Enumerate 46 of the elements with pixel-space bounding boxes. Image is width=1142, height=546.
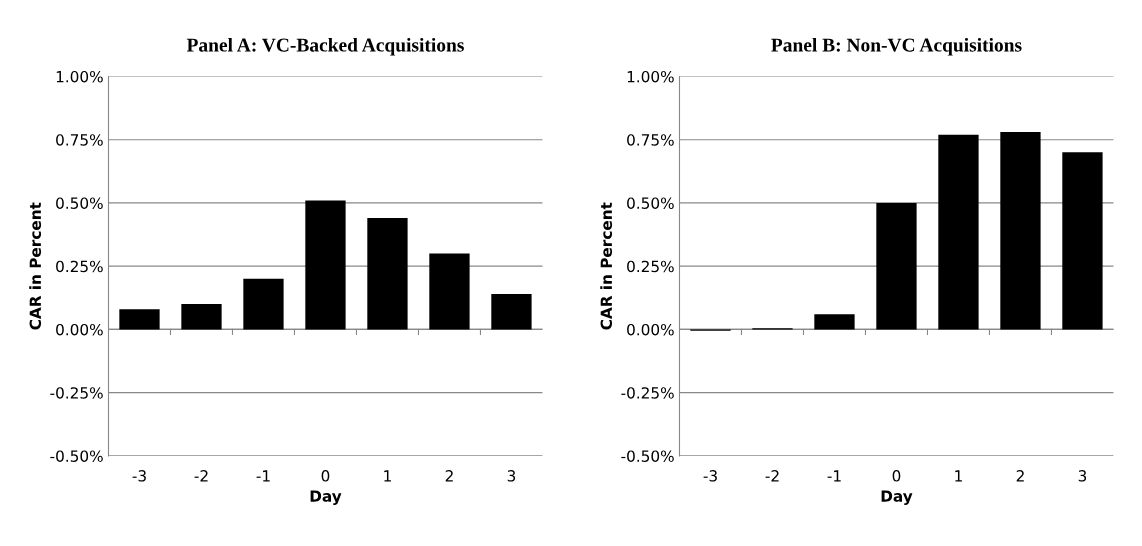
bar <box>491 294 532 330</box>
x-tick-label: 1 <box>384 470 391 482</box>
bar <box>119 309 160 330</box>
y-tick-label: 0.25% <box>56 260 103 273</box>
x-axis-title: Day <box>310 490 342 505</box>
bar <box>938 134 979 330</box>
y-axis-title: CAR in Percent <box>600 202 613 330</box>
x-tick-label: 2 <box>1016 470 1024 482</box>
bar <box>367 218 408 330</box>
y-axis-title: CAR in Percent <box>29 202 42 330</box>
x-tick-label: -3 <box>703 470 717 482</box>
x-tick-label: -2 <box>765 470 779 482</box>
y-tick-label: 1.00% <box>627 70 674 83</box>
bar <box>429 253 470 330</box>
y-tick-label: 0.50% <box>627 197 674 209</box>
y-tick-label: 0.75% <box>56 134 103 146</box>
x-tick-label: -1 <box>256 470 270 482</box>
bar <box>876 202 917 330</box>
y-tick-label: -0.25% <box>621 387 674 399</box>
x-tick-label: -1 <box>827 470 841 482</box>
chart-title: Panel A: VC-Backed Acquisitions <box>186 37 464 56</box>
chart-title: Panel B: Non-VC Acquisitions <box>771 37 1022 56</box>
x-tick-label: 1 <box>955 470 962 482</box>
y-tick-label: 0.25% <box>627 260 674 273</box>
x-axis-title: Day <box>881 490 913 505</box>
x-tick-label: 3 <box>507 470 516 482</box>
bar <box>1000 132 1041 330</box>
bar <box>814 314 855 330</box>
bar <box>181 304 222 330</box>
x-tick-label: -2 <box>194 470 208 482</box>
y-tick-label: 0.50% <box>56 197 103 209</box>
y-tick-label: -0.50% <box>50 450 103 462</box>
y-tick-label: 0.00% <box>627 323 674 336</box>
bar <box>305 200 346 330</box>
bar <box>1062 152 1103 330</box>
y-tick-label: 0.00% <box>56 323 103 336</box>
x-tick-label: 2 <box>445 470 453 482</box>
x-tick-label: -3 <box>132 470 146 482</box>
x-tick-label: 0 <box>892 470 901 482</box>
x-tick-label: 3 <box>1078 470 1087 482</box>
y-tick-label: -0.50% <box>621 450 674 462</box>
y-tick-label: -0.25% <box>50 387 103 399</box>
y-tick-label: 1.00% <box>56 70 103 83</box>
y-tick-label: 0.75% <box>627 134 674 146</box>
bar <box>243 278 284 330</box>
x-tick-label: 0 <box>321 470 330 482</box>
